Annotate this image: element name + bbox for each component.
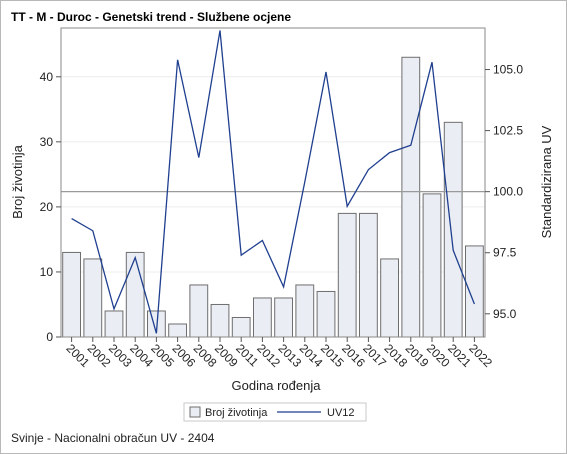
bar — [443, 121, 463, 338]
y-right-tick-label: 105.0 — [493, 63, 523, 77]
y-right-tick-label: 102.5 — [493, 124, 523, 138]
y-axis-right: 95.0 97.5 100.0 102.5 105.0 — [485, 63, 523, 321]
bar — [401, 56, 421, 338]
bar — [316, 290, 336, 338]
bar-series — [62, 56, 484, 338]
legend-bar-swatch — [189, 406, 201, 418]
grid-lines — [61, 76, 485, 338]
legend-box — [183, 402, 367, 422]
y-axis-left: 0 10 20 30 40 — [40, 70, 61, 344]
bar — [422, 193, 442, 338]
bar — [274, 297, 294, 338]
legend: Broj životinja UV12 — [183, 402, 367, 422]
bar — [62, 251, 82, 338]
line-uv12 — [71, 30, 476, 334]
bar — [125, 251, 145, 338]
x-axis: 2001200220032004200520062008200920112012… — [63, 337, 495, 370]
bar — [464, 245, 484, 338]
line-series — [71, 30, 476, 334]
bar — [231, 316, 251, 338]
bar — [168, 323, 188, 338]
plot-area — [60, 27, 486, 338]
footer-note: Svinje - Nacionalni obračun UV - 2404 — [11, 431, 215, 445]
legend-line-label: UV12 — [327, 407, 355, 419]
y-left-tick-label: 0 — [46, 330, 53, 344]
bar — [104, 310, 124, 338]
y-left-tick-label: 10 — [40, 265, 54, 279]
y-axis-right-label: Standardizirana UV — [539, 125, 554, 238]
legend-bar-label: Broj životinja — [205, 407, 268, 419]
y-right-tick-label: 97.5 — [493, 246, 517, 260]
bar — [252, 297, 272, 338]
bar — [295, 284, 315, 338]
x-tick-label: 2001 — [63, 341, 92, 370]
bar — [83, 258, 103, 338]
x-axis-label: Godina rođenja — [232, 378, 322, 393]
y-right-tick-label: 100.0 — [493, 185, 523, 199]
bar — [358, 212, 378, 338]
bar — [210, 303, 230, 338]
bar — [337, 212, 357, 338]
bar — [380, 258, 400, 338]
y-axis-left-label: Broj životinja — [10, 144, 25, 218]
y-left-tick-label: 40 — [40, 70, 54, 84]
y-right-tick-label: 95.0 — [493, 307, 517, 321]
chart-title: TT - M - Duroc - Genetski trend - Službe… — [11, 10, 291, 24]
y-left-tick-label: 20 — [40, 200, 54, 214]
y-left-tick-label: 30 — [40, 135, 54, 149]
bar — [189, 284, 209, 338]
